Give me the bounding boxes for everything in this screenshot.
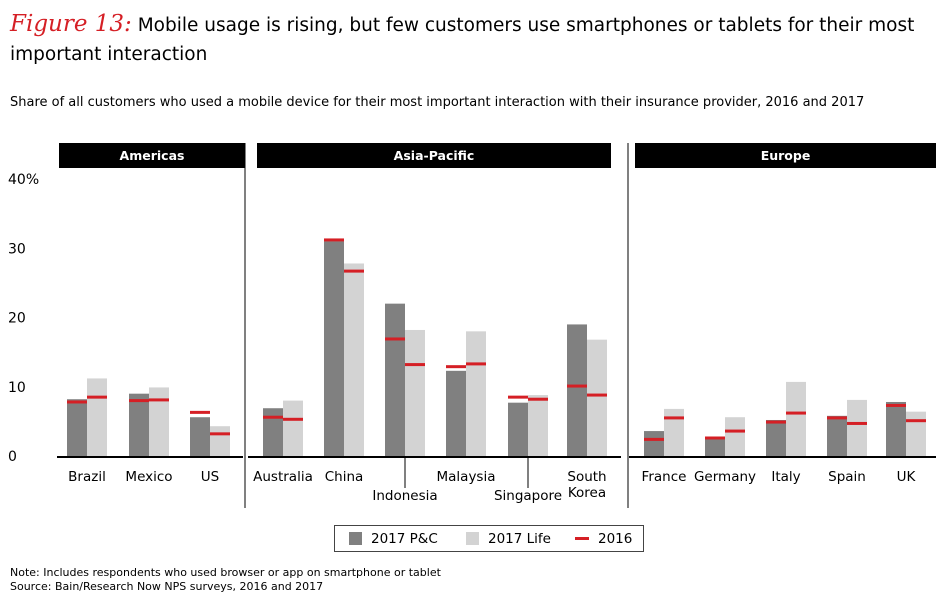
bar-pc-2017 xyxy=(324,241,344,456)
category-label: China xyxy=(325,469,364,485)
bar-pc-2017 xyxy=(385,303,405,456)
marker-2016-life xyxy=(587,393,607,397)
bar-life-2017 xyxy=(87,378,107,456)
bar-life-2017 xyxy=(906,411,926,456)
bar-life-2017 xyxy=(405,329,425,456)
category-label: Australia xyxy=(253,469,313,485)
footnote: Note: Includes respondents who used brow… xyxy=(10,566,441,579)
panel-title: Americas xyxy=(120,148,185,163)
bar-life-2017 xyxy=(664,408,684,456)
panel-title: Asia-Pacific xyxy=(394,148,475,163)
bar-pc-2017 xyxy=(766,419,786,456)
marker-2016-pc xyxy=(129,399,149,403)
bar-life-2017 xyxy=(725,417,745,456)
bar-pc-2017 xyxy=(263,408,283,456)
category-label: Brazil xyxy=(68,469,106,485)
category-label: Singapore xyxy=(494,488,562,504)
category-label: Mexico xyxy=(125,469,172,485)
marker-2016-life xyxy=(283,417,303,421)
bar-life-2017 xyxy=(847,399,867,456)
marker-2016-life xyxy=(344,269,364,273)
marker-2016-pc xyxy=(385,337,405,341)
chart-subtitle: Share of all customers who used a mobile… xyxy=(10,95,865,110)
legend-swatch-pc xyxy=(349,532,362,545)
marker-2016-pc xyxy=(705,436,725,440)
marker-2016-pc xyxy=(324,238,344,242)
bar-pc-2017 xyxy=(129,393,149,456)
marker-2016-life xyxy=(87,395,107,399)
category-label: Indonesia xyxy=(372,488,437,504)
bar-life-2017 xyxy=(344,263,364,456)
category-label: Italy xyxy=(771,469,800,485)
bar-pc-2017 xyxy=(508,402,528,456)
title-text: Mobile usage is rising, but few customer… xyxy=(10,15,915,65)
category-label: South xyxy=(567,469,606,485)
bar-life-2017 xyxy=(528,395,548,456)
bar-pc-2017 xyxy=(886,401,906,456)
category-label: France xyxy=(642,469,687,485)
marker-2016-life xyxy=(906,419,926,423)
marker-2016-pc xyxy=(508,395,528,399)
legend-label-life: 2017 Life xyxy=(488,530,551,547)
panel-header-europe xyxy=(635,143,936,168)
legend-label-pc: 2017 P&C xyxy=(371,530,438,547)
marker-2016-pc xyxy=(644,437,664,441)
legend-item-life: 2017 Life xyxy=(466,526,551,551)
panel-header-americas xyxy=(59,143,245,168)
marker-2016-pc xyxy=(827,416,847,420)
category-label: US xyxy=(201,469,219,485)
marker-2016-life xyxy=(405,363,425,367)
bar-pc-2017 xyxy=(446,370,466,456)
legend: 2017 P&C 2017 Life 2016 xyxy=(334,525,644,552)
category-label: Germany xyxy=(694,469,756,485)
legend-item-2016: 2016 xyxy=(575,526,632,551)
marker-2016-life xyxy=(149,398,169,402)
marker-2016-pc xyxy=(766,420,786,424)
category-label: Korea xyxy=(568,485,606,501)
y-tick-label: 40% xyxy=(8,172,39,188)
bar-pc-2017 xyxy=(567,324,587,456)
marker-2016-pc xyxy=(263,415,283,419)
bar-life-2017 xyxy=(149,387,169,456)
legend-label-2016: 2016 xyxy=(598,530,633,547)
marker-2016-life xyxy=(210,432,230,436)
legend-swatch-2016 xyxy=(575,537,589,540)
y-tick-label: 0 xyxy=(8,449,17,465)
marker-2016-life xyxy=(847,421,867,425)
y-tick-label: 10 xyxy=(8,380,26,396)
marker-2016-life xyxy=(786,411,806,415)
marker-2016-pc xyxy=(567,384,587,388)
bar-life-2017 xyxy=(587,339,607,456)
bar-life-2017 xyxy=(210,426,230,456)
bar-pc-2017 xyxy=(644,431,664,456)
marker-2016-pc xyxy=(67,400,87,404)
category-label: Spain xyxy=(828,469,866,485)
bar-life-2017 xyxy=(466,331,486,456)
chart-title: Figure 13: Mobile usage is rising, but f… xyxy=(10,10,945,69)
y-tick-label: 20 xyxy=(8,311,26,327)
bar-pc-2017 xyxy=(190,417,210,456)
figure-label: Figure 13: xyxy=(10,11,132,37)
panel-title: Europe xyxy=(761,148,811,163)
bar-life-2017 xyxy=(786,381,806,456)
panel-header-asia-pacific xyxy=(257,143,611,168)
category-label: UK xyxy=(897,469,917,485)
bar-pc-2017 xyxy=(827,415,847,456)
y-tick-label: 30 xyxy=(8,241,26,257)
bar-pc-2017 xyxy=(705,436,725,456)
bar-life-2017 xyxy=(283,400,303,456)
marker-2016-pc xyxy=(886,403,906,407)
source-note: Source: Bain/Research Now NPS surveys, 2… xyxy=(10,580,324,593)
marker-2016-life xyxy=(528,397,548,401)
marker-2016-life xyxy=(466,362,486,366)
marker-2016-pc xyxy=(446,365,466,369)
marker-2016-pc xyxy=(190,410,210,414)
bar-pc-2017 xyxy=(67,399,87,456)
marker-2016-life xyxy=(725,429,745,433)
legend-swatch-life xyxy=(466,532,479,545)
category-label: Malaysia xyxy=(437,469,496,485)
legend-item-pc: 2017 P&C xyxy=(349,526,438,551)
marker-2016-life xyxy=(664,416,684,420)
